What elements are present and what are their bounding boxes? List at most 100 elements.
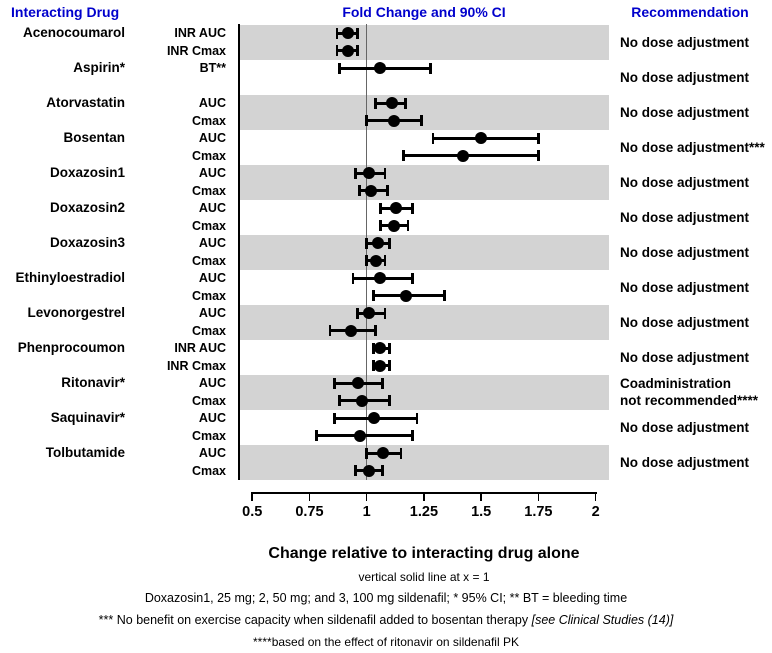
ci-cap-high <box>536 132 540 144</box>
ci-cap-low <box>374 97 378 109</box>
recommendation-cell: No dose adjustment <box>620 165 772 200</box>
ci-cap-high <box>388 360 391 372</box>
shaded-band-levonorgestrel <box>239 304 609 340</box>
metric-label: AUC <box>198 201 226 216</box>
reference-line-x1 <box>366 24 368 480</box>
drug-label: Saquinavir* <box>50 410 125 426</box>
x-axis-tick <box>365 492 368 501</box>
shaded-band-tolbutamide <box>239 444 609 480</box>
ci-cap-low <box>372 360 375 372</box>
recommendation-cell: No dose adjustment <box>620 60 772 95</box>
recommendation-cell: No dose adjustment <box>620 340 772 375</box>
ci-cap-low <box>351 272 355 284</box>
ci-cap-low <box>401 150 405 162</box>
ci-cap-low <box>379 202 382 214</box>
recommendation-text: No dose adjustment <box>620 454 750 470</box>
x-axis-tick-label: 1.75 <box>524 504 553 520</box>
drug-label: Doxazosin3 <box>49 235 125 251</box>
x-axis-tick-label: 1 <box>362 504 371 520</box>
drug-label: Ethinyloestradiol <box>15 270 125 286</box>
ci-line <box>403 154 539 158</box>
recommendation-text: Coadministration <box>620 376 732 391</box>
drug-label: Phenprocoumon <box>17 340 125 356</box>
point-estimate <box>475 132 488 145</box>
ci-cap-high <box>399 447 403 459</box>
metric-label: AUC <box>198 236 226 251</box>
x-axis-tick <box>537 492 540 501</box>
metric-label: INR Cmax <box>166 358 226 373</box>
ci-cap-high <box>536 150 540 162</box>
recommendation-text: No dose adjustment <box>620 34 750 50</box>
drug-label: Ritonavir* <box>61 375 125 391</box>
column-header-recommendation: Recommendation <box>631 4 749 20</box>
ci-cap-low <box>333 377 337 389</box>
ci-cap-high <box>385 185 389 197</box>
drug-label: Atorvastatin <box>46 95 125 111</box>
metric-label: Cmax <box>191 393 226 408</box>
point-estimate <box>342 44 355 57</box>
footnote-see-clinical-studies: [see Clinical Studies (14)] <box>531 613 674 627</box>
metric-label: Cmax <box>191 253 226 268</box>
drug-label: Doxazosin2 <box>49 200 125 216</box>
x-axis-tick <box>251 492 254 501</box>
recommendation-text: No dose adjustment <box>620 104 750 120</box>
recommendation-cell: No dose adjustment <box>620 270 772 305</box>
recommendation-text: No dose adjustment <box>620 419 750 435</box>
ci-cap-high <box>411 430 414 442</box>
metric-label: AUC <box>198 411 226 426</box>
footnote-doses: Doxazosin1, 25 mg; 2, 50 mg; and 3, 100 … <box>144 591 628 605</box>
drug-label: Acenocoumarol <box>22 25 125 41</box>
ci-cap-low <box>337 62 341 74</box>
ci-cap-low <box>358 185 362 197</box>
ci-cap-high <box>383 167 387 179</box>
ci-cap-low <box>365 255 369 267</box>
metric-label: Cmax <box>191 183 226 198</box>
point-estimate <box>362 464 375 477</box>
point-estimate <box>362 307 375 320</box>
metric-label: INR AUC <box>174 341 226 356</box>
drug-label: Levonorgestrel <box>27 305 125 321</box>
point-estimate <box>390 202 403 215</box>
metric-label: Cmax <box>191 148 226 163</box>
ci-cap-low <box>372 290 375 302</box>
ci-cap-low <box>333 412 337 424</box>
ci-cap-high <box>381 377 385 389</box>
ci-cap-high <box>404 97 407 109</box>
ci-cap-low <box>335 45 339 57</box>
ci-cap-high <box>388 395 391 407</box>
point-estimate <box>344 324 357 337</box>
point-estimate <box>374 359 387 372</box>
drug-label: Aspirin* <box>73 60 125 76</box>
point-estimate <box>356 394 369 407</box>
metric-label: Cmax <box>191 463 226 478</box>
ci-cap-low <box>365 115 369 127</box>
shaded-band-ritonavir <box>239 374 609 410</box>
ci-cap-high <box>388 342 391 354</box>
drug-label: Bosentan <box>63 130 125 146</box>
ci-cap-low <box>372 342 375 354</box>
ci-cap-low <box>328 325 332 337</box>
ci-cap-low <box>379 220 382 232</box>
point-estimate <box>456 149 469 162</box>
recommendation-text: No dose adjustment <box>620 279 750 295</box>
metric-label: AUC <box>198 376 226 391</box>
ci-cap-high <box>443 290 446 302</box>
x-axis-tick <box>423 492 425 501</box>
shaded-band-doxazosin1 <box>239 164 609 200</box>
ci-cap-high <box>406 220 410 232</box>
recommendation-cell: No dose adjustment <box>620 25 772 60</box>
metric-label: Cmax <box>191 323 226 338</box>
footnote-vertical-line: vertical solid line at x = 1 <box>358 570 490 584</box>
ci-cap-high <box>420 115 424 127</box>
recommendation-cell: No dose adjustment <box>620 200 772 235</box>
ci-cap-low <box>353 465 357 477</box>
metric-label: AUC <box>198 271 226 286</box>
point-estimate <box>374 62 387 75</box>
plot-left-border <box>238 24 240 480</box>
ci-cap-low <box>337 395 341 407</box>
x-axis-tick-label: 0.75 <box>295 504 324 520</box>
column-header-fold-change: Fold Change and 90% CI <box>342 4 506 20</box>
ci-cap-high <box>388 237 391 249</box>
ci-cap-low <box>314 430 318 442</box>
ci-cap-high <box>411 272 414 284</box>
